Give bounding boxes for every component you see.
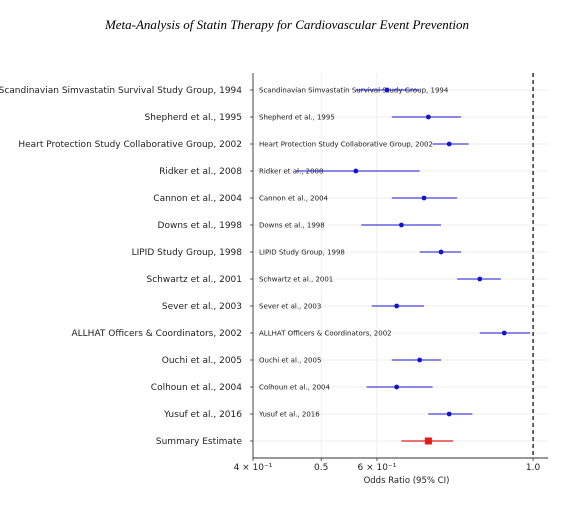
study-point [425, 114, 431, 120]
study-annotation: ALLHAT Officers & Coordinators, 2002 [259, 330, 392, 338]
x-tick-label: 1.0 [526, 463, 541, 473]
study-annotation: Downs et al., 1998 [259, 222, 325, 230]
study-annotation: Cannon et al., 2004 [259, 195, 329, 203]
study-label: Downs et al., 1998 [158, 221, 243, 231]
chart-title: Meta-Analysis of Statin Therapy for Card… [104, 17, 470, 32]
study-annotation: Heart Protection Study Collaborative Gro… [259, 141, 433, 149]
study-annotation: LIPID Study Group, 1998 [259, 249, 345, 257]
study-annotation: Ridker et al., 2008 [259, 168, 323, 176]
study-label: Heart Protection Study Collaborative Gro… [18, 140, 242, 150]
study-annotation: Yusuf et al., 2016 [258, 411, 320, 419]
study-point [438, 249, 444, 255]
study-point [446, 411, 452, 417]
study-annotation: Scandinavian Simvastatin Survival Study … [259, 87, 449, 95]
summary-point [424, 437, 432, 445]
study-point [394, 384, 400, 390]
x-axis-label: Odds Ratio (95% CI) [364, 476, 450, 486]
summary-label: Summary Estimate [156, 437, 243, 447]
study-annotation: Colhoun et al., 2004 [259, 384, 330, 392]
study-point [399, 222, 404, 228]
study-label: Scandinavian Simvastatin Survival Study … [0, 86, 242, 96]
study-annotation: Ouchi et al., 2005 [259, 357, 321, 365]
study-point [477, 276, 483, 282]
study-label: LIPID Study Group, 1998 [132, 248, 243, 258]
study-label: Sever et al., 2003 [162, 302, 242, 312]
study-point [501, 330, 507, 336]
study-point [417, 357, 423, 363]
study-point [394, 303, 400, 309]
study-label: Ouchi et al., 2005 [162, 356, 242, 366]
study-label: ALLHAT Officers & Coordinators, 2002 [72, 329, 243, 339]
study-label: Schwartz et al., 2001 [147, 275, 242, 285]
study-annotation: Schwartz et al., 2001 [259, 276, 333, 284]
study-label: Yusuf et al., 2016 [163, 410, 242, 420]
study-label: Colhoun et al., 2004 [151, 383, 242, 393]
x-tick-label: 0.5 [314, 463, 328, 473]
study-point [421, 195, 427, 201]
study-annotation: Shepherd et al., 1995 [259, 114, 335, 122]
study-point [446, 141, 452, 147]
x-tick-label: 6 × 10⁻¹ [358, 463, 397, 473]
study-point [353, 168, 359, 174]
study-annotation: Sever et al., 2003 [259, 303, 321, 311]
study-point [384, 87, 390, 93]
study-label: Ridker et al., 2008 [159, 167, 242, 177]
study-label: Shepherd et al., 1995 [145, 113, 242, 123]
x-tick-label: 4 × 10⁻¹ [234, 463, 273, 473]
study-label: Cannon et al., 2004 [153, 194, 242, 204]
